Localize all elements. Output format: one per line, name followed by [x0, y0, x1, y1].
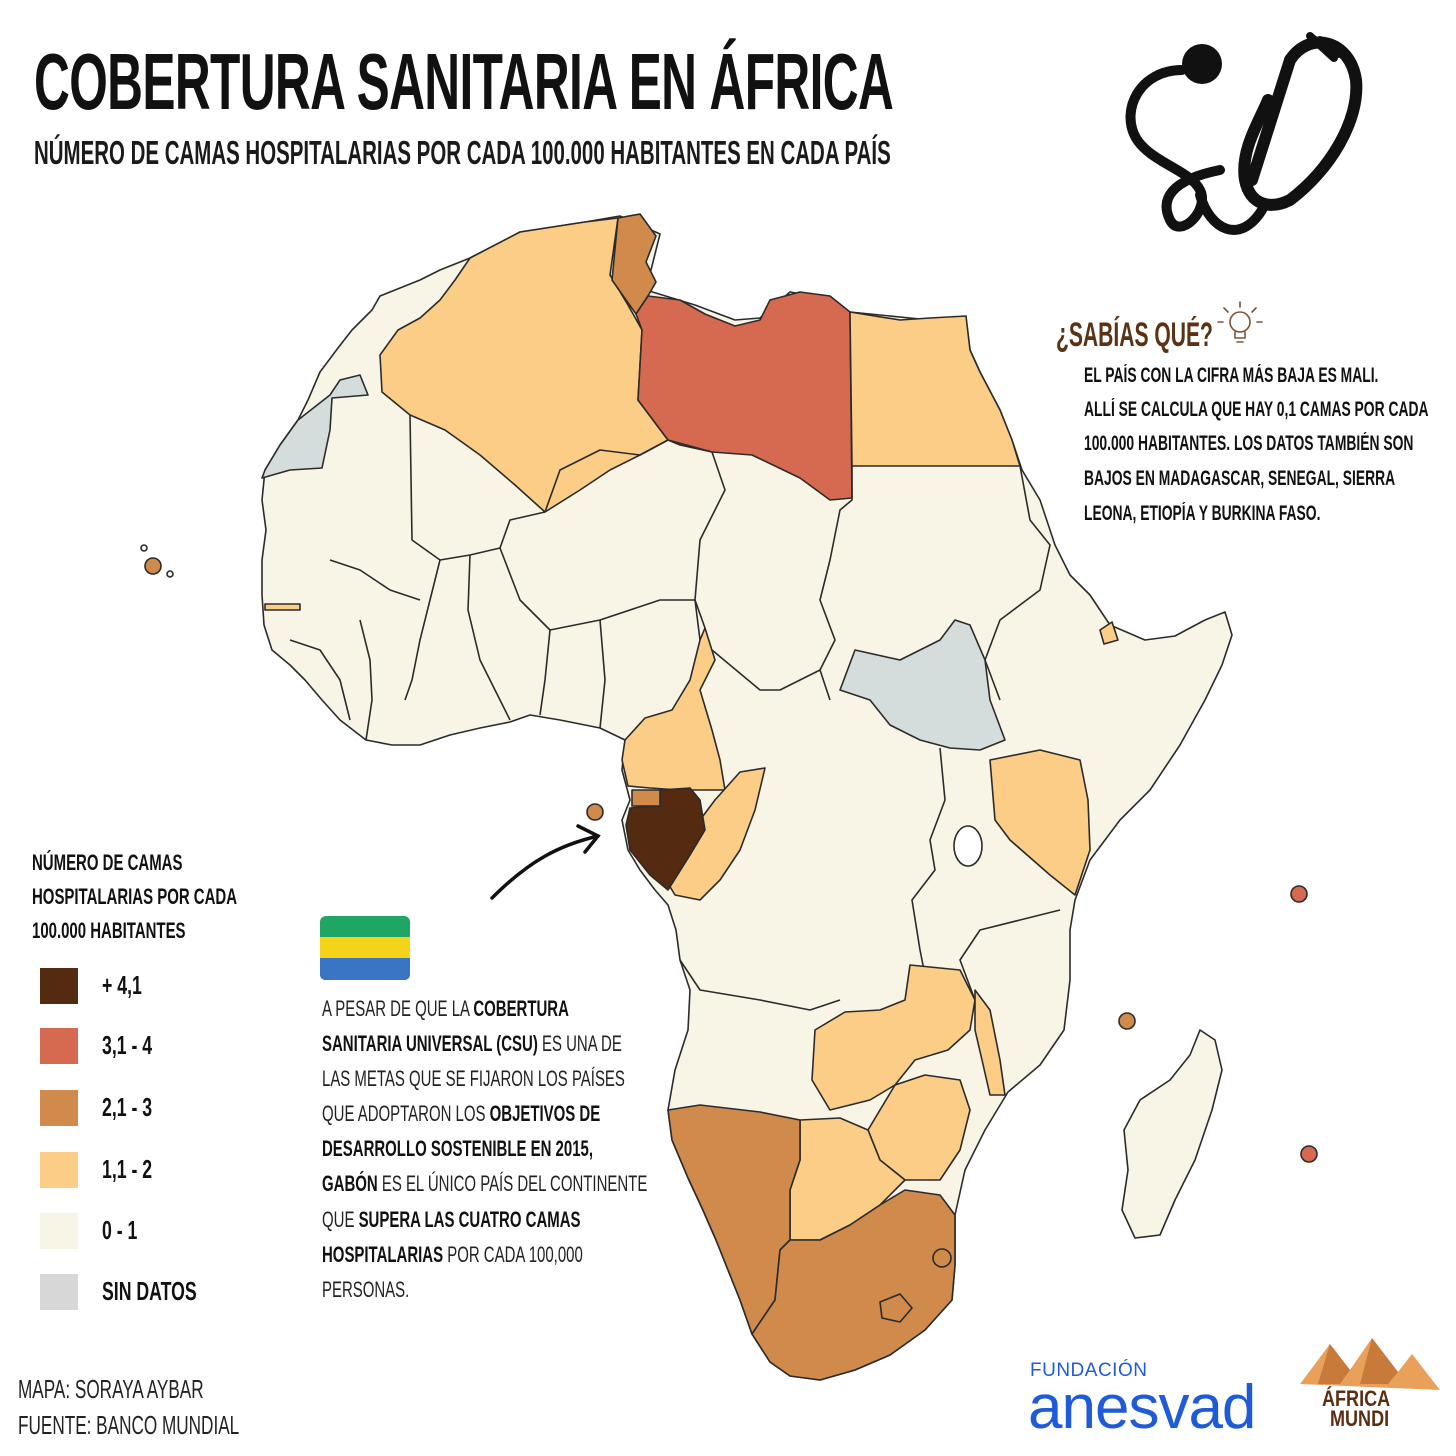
legend-label-nodata: SIN DATOS — [102, 1276, 197, 1306]
legend-swatch-nodata — [40, 1274, 78, 1310]
country-tunisia — [611, 213, 657, 315]
africa-mundi-line-1: ÁFRICA — [1322, 1386, 1391, 1411]
legend-label-upper: 2,1 - 3 — [102, 1092, 153, 1122]
fact-line-3: 100.000 HABITANTES. LOS DATOS TAMBIÉN SO… — [1084, 432, 1414, 455]
fact-line-4: BAJOS EN MADAGASCAR, SENEGAL, SIERRA — [1084, 467, 1396, 490]
legend-title-line-2: HOSPITALARIAS POR CADA — [32, 884, 238, 909]
body-line-3: LAS METAS QUE SE FIJARON LOS PAÍSES — [322, 1066, 625, 1091]
country-egypt — [849, 311, 1021, 467]
fact-line-2: ALLÍ SE CALCULA QUE HAY 0,1 CAMAS POR CA… — [1084, 398, 1429, 421]
africa-mundi-line-2: MUNDI — [1330, 1406, 1390, 1431]
country-madagascar — [1121, 1029, 1223, 1239]
stethoscope-icon — [1125, 32, 1363, 235]
gabon-flag — [320, 916, 410, 980]
body-line-1: A PESAR DE QUE LA COBERTURA — [322, 996, 569, 1021]
legend-swatch-top — [40, 968, 78, 1004]
credit-source: FUENTE: BANCO MUNDIAL — [18, 1410, 240, 1440]
legend-title-line-1: NÚMERO DE CAMAS — [32, 850, 183, 875]
country-south-africa — [751, 1189, 956, 1381]
body-line-4: QUE ADOPTARON LOS OBJETIVOS DE — [322, 1101, 601, 1126]
fact-line-1: EL PAÍS CON LA CIFRA MÁS BAJA ES MALI. — [1084, 364, 1379, 387]
island-comoros — [1118, 1012, 1136, 1030]
country-south-sudan — [839, 619, 1006, 751]
anesvad-logo: anesvad — [1028, 1373, 1256, 1442]
country-kenya — [989, 749, 1091, 896]
legend-swatch-low — [40, 1213, 78, 1249]
legend-label-top: + 4,1 — [102, 970, 142, 1000]
fact-line-5: LEONA, ETIOPÍA Y BURKINA FASO. — [1084, 502, 1321, 525]
island-canary — [144, 557, 162, 575]
lightbulb-icon — [1217, 301, 1263, 343]
legend-swatch-upper — [40, 1090, 78, 1126]
island-mauritius — [1300, 1145, 1318, 1163]
credit-map: MAPA: SORAYA AYBAR — [18, 1374, 204, 1404]
island-bioko — [586, 803, 604, 821]
body-line-5: DESARROLLO SOSTENIBLE EN 2015, — [322, 1136, 594, 1161]
body-line-7: QUE SUPERA LAS CUATRO CAMAS — [322, 1207, 581, 1232]
body-line-9: PERSONAS. — [322, 1277, 410, 1302]
page-title: COBERTURA SANITARIA EN ÁFRICA — [34, 37, 894, 126]
legend-label-high: 3,1 - 4 — [102, 1030, 153, 1060]
island-seychelles — [1290, 885, 1308, 903]
fact-title: ¿SABÍAS QUÉ? — [1056, 316, 1213, 354]
page-subtitle: NÚMERO DE CAMAS HOSPITALARIAS POR CADA 1… — [34, 134, 891, 171]
arrow-icon — [490, 824, 601, 900]
country-equatorial-guinea — [631, 789, 661, 807]
country-zambia — [811, 964, 976, 1111]
africa-mundi-logo — [1300, 1338, 1440, 1390]
legend-swatch-mid — [40, 1152, 78, 1188]
body-line-8: HOSPITALARIAS POR CADA 100,000 — [322, 1242, 583, 1267]
legend-label-mid: 1,1 - 2 — [102, 1154, 153, 1184]
legend-label-low: 0 - 1 — [102, 1215, 138, 1245]
body-line-6: GABÓN ES EL ÚNICO PAÍS DEL CONTINENTE — [322, 1171, 648, 1196]
country-cameroon — [621, 627, 726, 791]
country-algeria — [379, 217, 669, 513]
anesvad-logo-small: FUNDACIÓN — [1030, 1360, 1148, 1381]
country-malawi — [974, 989, 1006, 1096]
country-gabon — [625, 787, 706, 891]
legend-swatch-high — [40, 1028, 78, 1064]
body-line-2: SANITARIA UNIVERSAL (CSU) ES UNA DE — [322, 1031, 622, 1056]
country-western-sahara — [261, 374, 369, 479]
legend-title-line-3: 100.000 HABITANTES — [32, 918, 186, 943]
